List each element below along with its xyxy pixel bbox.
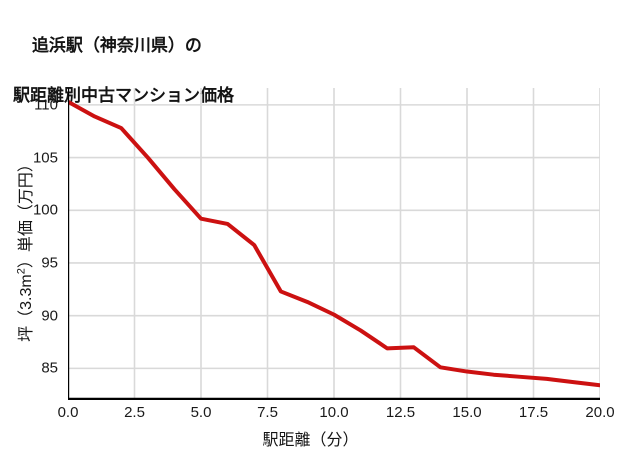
x-axis-label: 駅距離（分）	[262, 432, 359, 449]
y-tick-label: 95	[41, 254, 58, 272]
y-tick-label: 105	[32, 149, 58, 167]
y-tick-label: 100	[32, 201, 58, 219]
y-tick-label: 90	[41, 307, 58, 325]
x-tick-label: 5.0	[190, 404, 212, 421]
plot-svg	[68, 88, 600, 400]
y-axis-label-suffix: ）単価（万円）	[18, 156, 35, 269]
data-line-series	[68, 99, 600, 388]
x-tick-label: 20.0	[585, 404, 615, 421]
y-tick-label: 85	[41, 359, 58, 377]
y-axis-label-prefix: 坪（3.3m	[18, 274, 35, 342]
x-gridlines	[133, 88, 600, 400]
x-tick-label: 17.5	[518, 404, 549, 421]
x-tick-label: 2.5	[124, 404, 145, 421]
y-axis-label: 坪（3.3m2）単価（万円）	[12, 49, 36, 449]
y-tick-label: 110	[34, 96, 58, 114]
y-axis-label-superscript: 2	[15, 268, 28, 275]
x-tick-label: 15.0	[452, 404, 482, 421]
x-tick-label: 7.5	[257, 404, 278, 421]
x-tick-label: 0.0	[57, 404, 79, 421]
x-tick-label: 12.5	[385, 404, 416, 421]
x-tick-label: 10.0	[319, 404, 349, 421]
chart-title-line-1: 追浜駅（神奈川県）の	[31, 36, 202, 55]
plot-area: 85 90 95 100 105 110	[33, 88, 600, 400]
